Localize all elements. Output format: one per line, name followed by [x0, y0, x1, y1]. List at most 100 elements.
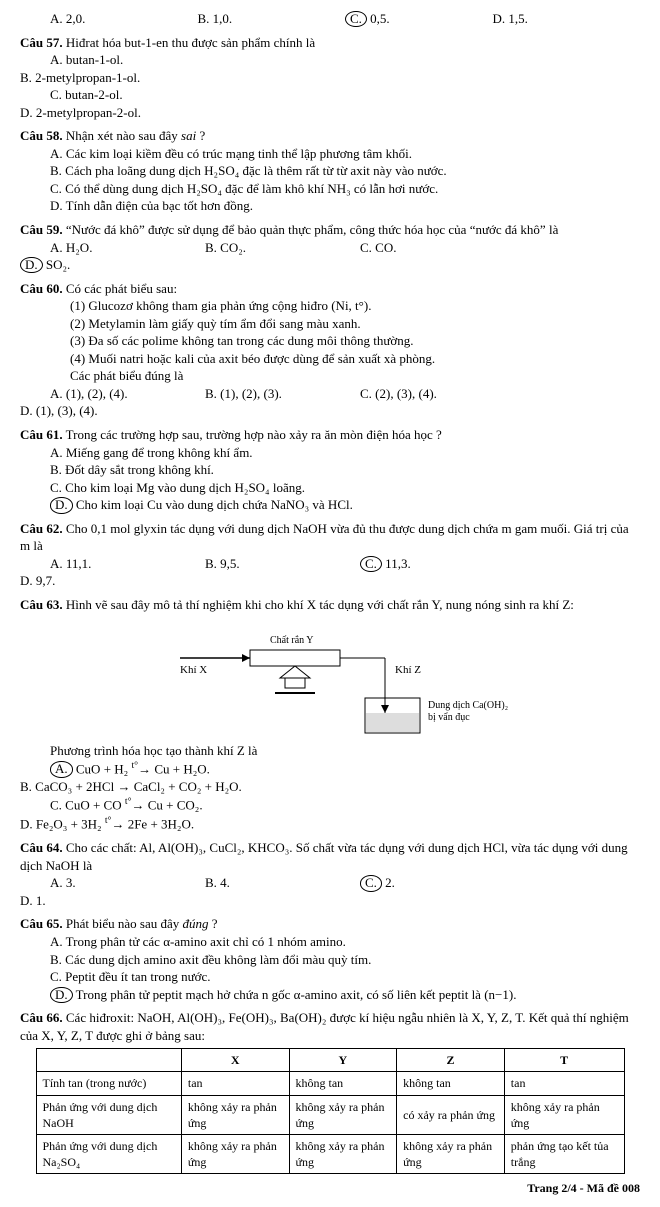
- q60-C: C. (2), (3), (4).: [360, 385, 515, 403]
- table-row: Tính tan (trong nước) tan không tan khôn…: [36, 1072, 624, 1095]
- th-blank: [36, 1049, 181, 1072]
- q57-C: C. butan-2-ol.: [50, 86, 348, 104]
- experiment-diagram: Khí X Chất rắn Y Khí Z Dung dịch Ca(OH)₂…: [20, 618, 640, 738]
- q62-label: Câu 62.: [20, 521, 63, 536]
- opt-A: A. 2,0.: [50, 10, 198, 28]
- label-khiz: Khí Z: [395, 664, 421, 676]
- q64-A: A. 3.: [50, 874, 205, 892]
- q59-A: A. H₂O.: [50, 239, 205, 257]
- q58-D: D. Tính dẫn điện của bạc tốt hơn đồng.: [50, 197, 640, 215]
- question-58: Câu 58. Nhận xét nào sau đây sai ? A. Cá…: [20, 127, 640, 215]
- question-57: Câu 57. Hiđrat hóa but-1-en thu được sản…: [20, 34, 640, 122]
- q66-label: Câu 66.: [20, 1010, 63, 1025]
- q60-D: D. (1), (3), (4).: [20, 402, 175, 420]
- q61-label: Câu 61.: [20, 427, 63, 442]
- q63-label: Câu 63.: [20, 597, 63, 612]
- opt-B: B. 1,0.: [198, 10, 346, 28]
- q60-sub: Các phát biểu đúng là: [70, 367, 640, 385]
- q63-A-circle: A.: [50, 761, 73, 777]
- q61-D-circle: D.: [50, 497, 73, 513]
- label-dd: Dung dịch Ca(OH)₂: [428, 700, 508, 711]
- table-header-row: X Y Z T: [36, 1049, 624, 1072]
- circled-C: C.: [345, 11, 367, 27]
- page-footer: Trang 2/4 - Mã đề 008: [20, 1180, 640, 1196]
- q58-label: Câu 58.: [20, 128, 63, 143]
- q59-text: “Nước đá khô” được sử dụng để bảo quản t…: [66, 222, 558, 237]
- label-khix: Khí X: [180, 664, 207, 676]
- q60-A: A. (1), (2), (4).: [50, 385, 205, 403]
- opt-D: D. 1,5.: [493, 10, 641, 28]
- q63-B: B. CaCO₃ + 2HCl → CaCl₂ + CO₂ + H₂O.: [20, 778, 318, 796]
- q57-B: B. 2-metylpropan-1-ol.: [20, 69, 318, 87]
- top-options-row: A. 2,0. B. 1,0. C. C. 0,5.0,5. D. 1,5.: [20, 10, 640, 28]
- q57-A: A. butan-1-ol.: [50, 51, 348, 69]
- q65-D: D. Trong phân tử peptit mạch hở chứa n g…: [50, 986, 640, 1004]
- q60-text: Có các phát biểu sau:: [66, 281, 177, 296]
- q64-label: Câu 64.: [20, 840, 63, 855]
- q64-text: Cho các chất: Al, Al(OH)₃, CuCl₂, KHCO₃.…: [20, 840, 628, 873]
- q60-s3: (3) Đa số các polime không tan trong các…: [70, 332, 640, 350]
- question-66: Câu 66. Các hiđroxit: NaOH, Al(OH)₃, Fe(…: [20, 1009, 640, 1174]
- th-Y: Y: [289, 1049, 397, 1072]
- q64-C-circle: C.: [360, 875, 382, 891]
- q63-text: Hình vẽ sau đây mô tả thí nghiệm khi cho…: [66, 597, 574, 612]
- q59-label: Câu 59.: [20, 222, 63, 237]
- q57-D: D. 2-metylpropan-2-ol.: [20, 104, 318, 122]
- q59-B: B. CO₂.: [205, 239, 360, 257]
- q65-text: Phát biểu nào sau đây đúng ?: [66, 916, 218, 931]
- question-62: Câu 62. Cho 0,1 mol glyxin tác dụng với …: [20, 520, 640, 590]
- question-60: Câu 60. Có các phát biểu sau: (1) Glucoz…: [20, 280, 640, 420]
- q58-A: A. Các kim loại kiềm đều có trúc mạng ti…: [50, 145, 640, 163]
- q60-s2: (2) Metylamin làm giấy quỳ tím ẩm đổi sa…: [70, 315, 640, 333]
- q58-text: Nhận xét nào sau đây sai ?: [66, 128, 205, 143]
- q63-D: D. Fe₂O₃ + 3H₂ t°→ 2Fe + 3H₂O.: [20, 814, 318, 833]
- q65-B: B. Các dung dịch amino axit đều không là…: [50, 951, 640, 969]
- label-dd2: bị vẩn đục: [428, 712, 470, 723]
- q61-C: C. Cho kim loại Mg vào dung dịch H₂SO₄ l…: [50, 479, 640, 497]
- q59-C: C. CO.: [360, 239, 515, 257]
- q61-A: A. Miếng gang để trong không khí ẩm.: [50, 444, 640, 462]
- q65-C: C. Peptit đều ít tan trong nước.: [50, 968, 640, 986]
- q58-C: C. Có thể dùng dung dịch H₂SO₄ đặc để là…: [50, 180, 640, 198]
- question-59: Câu 59. “Nước đá khô” được sử dụng để bả…: [20, 221, 640, 274]
- q63-C: C. CuO + CO t°→ Cu + CO₂.: [50, 795, 348, 814]
- opt-C: C. C. 0,5.0,5.: [345, 10, 493, 28]
- q63-A: A. CuO + H₂ t°→ Cu + H₂O.: [50, 759, 348, 778]
- q59-D: D. SO₂.: [20, 256, 175, 274]
- question-61: Câu 61. Trong các trường hợp sau, trường…: [20, 426, 640, 514]
- q62-C-circle: C.: [360, 556, 382, 572]
- q62-text: Cho 0,1 mol glyxin tác dụng với dung dịc…: [20, 521, 629, 554]
- q60-B: B. (1), (2), (3).: [205, 385, 360, 403]
- th-Z: Z: [397, 1049, 505, 1072]
- q57-text: Hiđrat hóa but-1-en thu được sản phẩm ch…: [66, 35, 315, 50]
- q63-sub: Phương trình hóa học tạo thành khí Z là: [50, 742, 640, 760]
- q58-B: B. Cách pha loãng dung dịch H₂SO₄ đặc là…: [50, 162, 640, 180]
- q61-B: B. Đốt dây sắt trong không khí.: [50, 461, 640, 479]
- q65-A: A. Trong phân tử các α-amino axit chỉ có…: [50, 933, 640, 951]
- q65-label: Câu 65.: [20, 916, 63, 931]
- th-X: X: [181, 1049, 289, 1072]
- diagram-svg: Khí X Chất rắn Y Khí Z Dung dịch Ca(OH)₂…: [150, 618, 510, 738]
- table-row: Phản ứng với dung dịch Na₂SO₄ không xảy …: [36, 1134, 624, 1173]
- q62-B: B. 9,5.: [205, 555, 360, 573]
- q61-text: Trong các trường hợp sau, trường hợp nào…: [66, 427, 442, 442]
- q64-B: B. 4.: [205, 874, 360, 892]
- table-row: Phản ứng với dung dịch NaOH không xảy ra…: [36, 1095, 624, 1134]
- q57-label: Câu 57.: [20, 35, 63, 50]
- question-63: Câu 63. Hình vẽ sau đây mô tả thí nghiệm…: [20, 596, 640, 833]
- q59-D-circle: D.: [20, 257, 43, 273]
- q62-C: C. 11,3.: [360, 555, 515, 573]
- q65-D-circle: D.: [50, 987, 73, 1003]
- th-T: T: [504, 1049, 624, 1072]
- q64-C: C. 2.: [360, 874, 515, 892]
- q64-D: D. 1.: [20, 892, 175, 910]
- question-65: Câu 65. Phát biểu nào sau đây đúng ? A. …: [20, 915, 640, 1003]
- q60-label: Câu 60.: [20, 281, 63, 296]
- question-64: Câu 64. Cho các chất: Al, Al(OH)₃, CuCl₂…: [20, 839, 640, 909]
- q66-text: Các hiđroxit: NaOH, Al(OH)₃, Fe(OH)₃, Ba…: [20, 1010, 629, 1043]
- q62-D: D. 9,7.: [20, 572, 175, 590]
- q61-D: D. Cho kim loại Cu vào dung dịch chứa Na…: [50, 496, 640, 514]
- q62-A: A. 11,1.: [50, 555, 205, 573]
- q66-table: X Y Z T Tính tan (trong nước) tan không …: [36, 1048, 625, 1174]
- label-chatrany: Chất rắn Y: [270, 635, 314, 646]
